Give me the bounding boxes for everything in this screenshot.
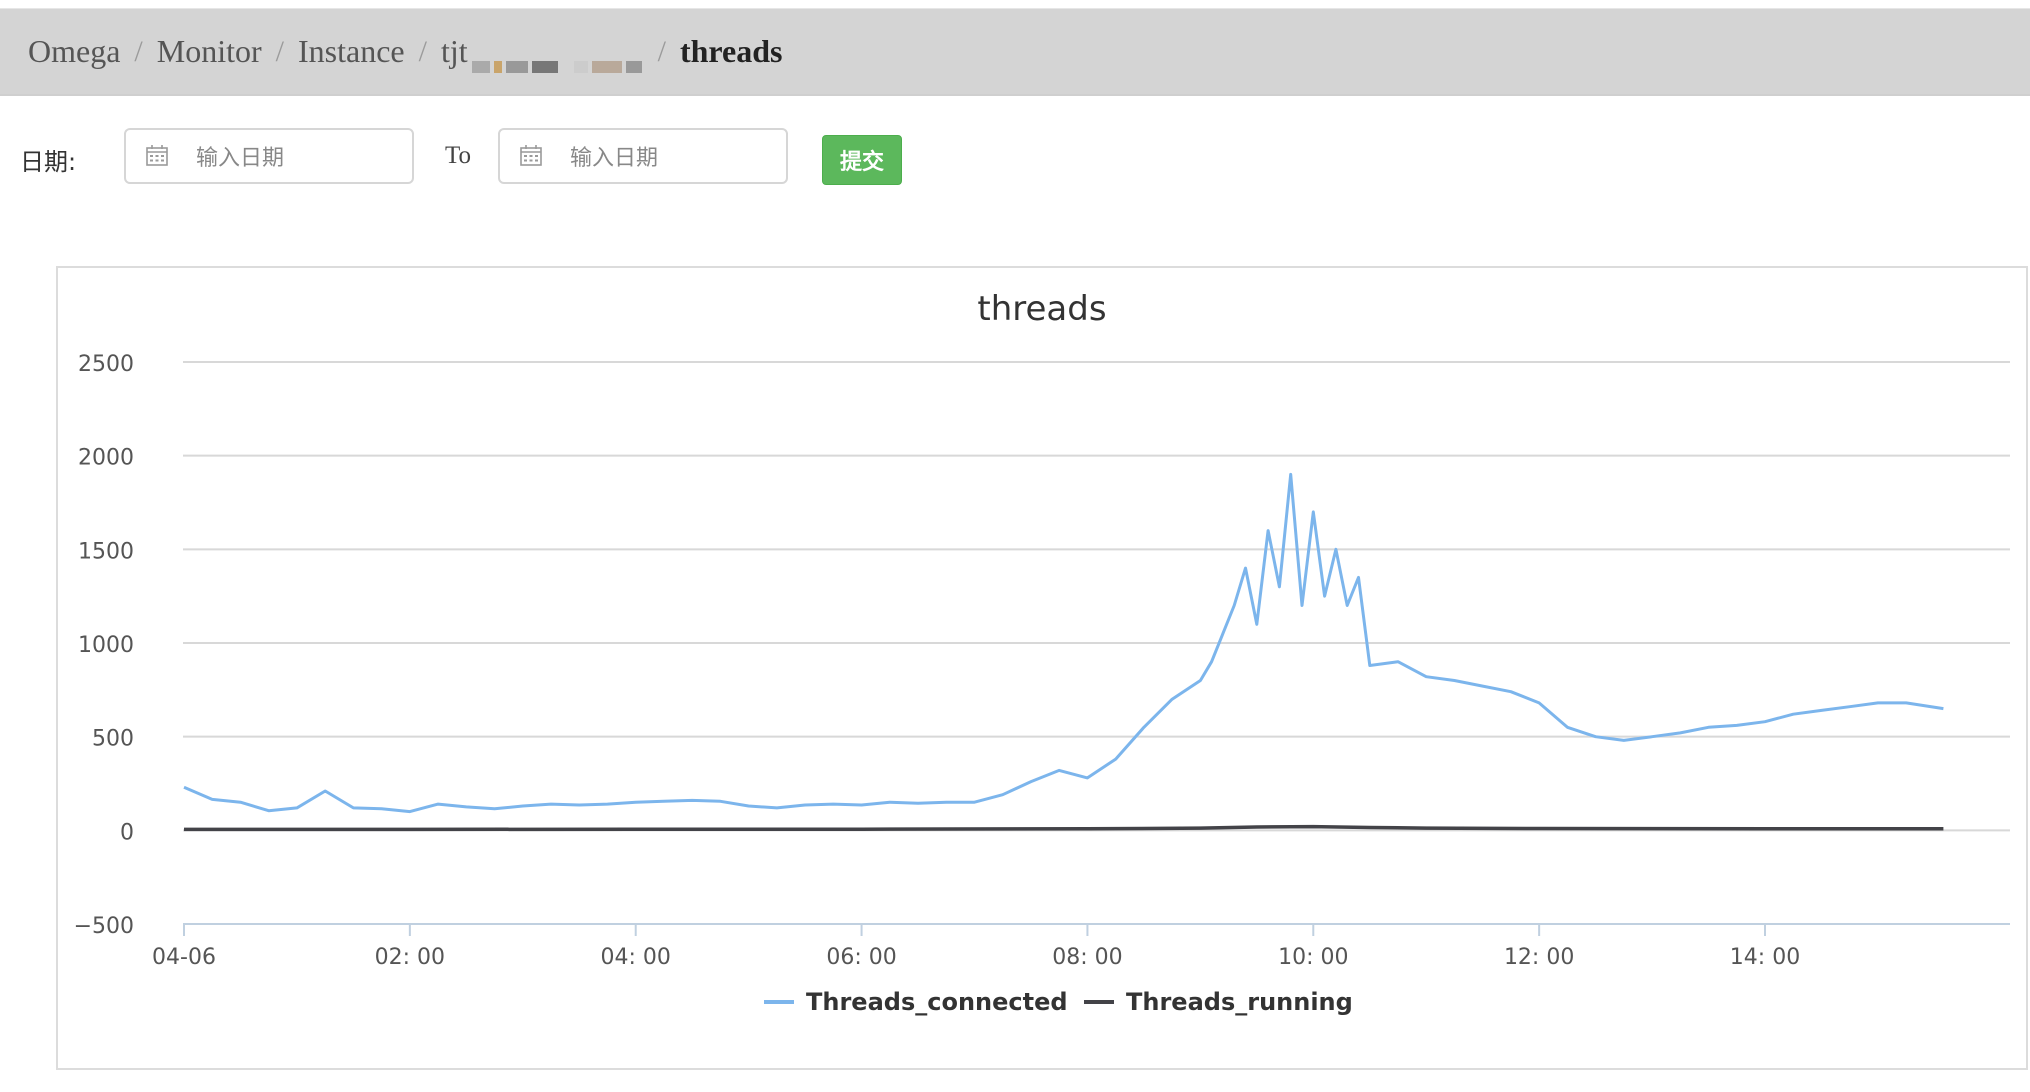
legend: Threads_connected Threads_running: [764, 988, 1353, 1016]
y-tick-label: 1000: [78, 633, 134, 658]
x-tick-label: 02: 00: [375, 945, 445, 970]
date-filter: 日期: To 提交: [0, 128, 2030, 188]
chart-title: threads: [977, 289, 1106, 329]
y-tick-label: 0: [120, 820, 134, 845]
x-tick-label: 12: 00: [1504, 945, 1574, 970]
breadcrumb-separator: /: [658, 35, 666, 69]
redacted-instance-name: [470, 46, 644, 64]
breadcrumb-item-instance[interactable]: Instance: [298, 33, 405, 70]
legend-label: Threads_running: [1126, 988, 1353, 1016]
breadcrumb-separator: /: [419, 35, 427, 69]
submit-button[interactable]: 提交: [822, 135, 902, 185]
y-tick-label: −500: [74, 914, 134, 939]
x-tick-label: 10: 00: [1278, 945, 1348, 970]
end-date-input[interactable]: [568, 140, 772, 176]
x-tick-label: 04-06: [152, 945, 216, 970]
x-tick-label: 08: 00: [1052, 945, 1122, 970]
legend-item-threads-connected[interactable]: Threads_connected: [764, 988, 1068, 1016]
start-date-input[interactable]: [194, 140, 398, 176]
breadcrumb: Omega / Monitor / Instance / tjt / threa…: [0, 8, 2030, 96]
date-label: 日期:: [20, 142, 76, 177]
start-date-picker[interactable]: [124, 128, 414, 184]
to-label: To: [445, 142, 471, 170]
x-axis: 04-06 02: 00 04: 00 06: 00 08: 00 10: 00 12: 0…: [152, 924, 2010, 970]
breadcrumb-item-monitor[interactable]: Monitor: [157, 33, 262, 70]
calendar-icon: [146, 144, 168, 166]
legend-item-threads-running[interactable]: Threads_running: [1084, 988, 1353, 1016]
y-tick-label: 500: [92, 727, 134, 752]
x-tick-label: 14: 00: [1730, 945, 1800, 970]
y-axis: 2500 2000 1500 1000 500 0 −500: [74, 352, 134, 939]
calendar-icon: [520, 144, 542, 166]
series-lines: [184, 474, 1943, 829]
breadcrumb-item-instance-name[interactable]: tjt: [441, 33, 644, 70]
breadcrumb-item-omega[interactable]: Omega: [28, 33, 120, 70]
instance-name-prefix: tjt: [441, 33, 468, 69]
threads-chart: threads 2500 2000 1500 1000 500 0 −500 04-06 02…: [58, 268, 2026, 1068]
breadcrumb-current: threads: [680, 33, 783, 70]
breadcrumb-separator: /: [276, 35, 284, 69]
grid-lines: [183, 362, 2010, 830]
y-tick-label: 1500: [78, 539, 134, 564]
x-tick-label: 06: 00: [826, 945, 896, 970]
breadcrumb-separator: /: [134, 35, 142, 69]
x-tick-label: 04: 00: [601, 945, 671, 970]
series-line-threads-running: [184, 827, 1943, 830]
end-date-picker[interactable]: [498, 128, 788, 184]
chart-panel: threads 2500 2000 1500 1000 500 0 −500 04-06 02…: [56, 266, 2028, 1070]
y-tick-label: 2000: [78, 446, 134, 471]
y-tick-label: 2500: [78, 352, 134, 377]
legend-label: Threads_connected: [806, 988, 1068, 1016]
